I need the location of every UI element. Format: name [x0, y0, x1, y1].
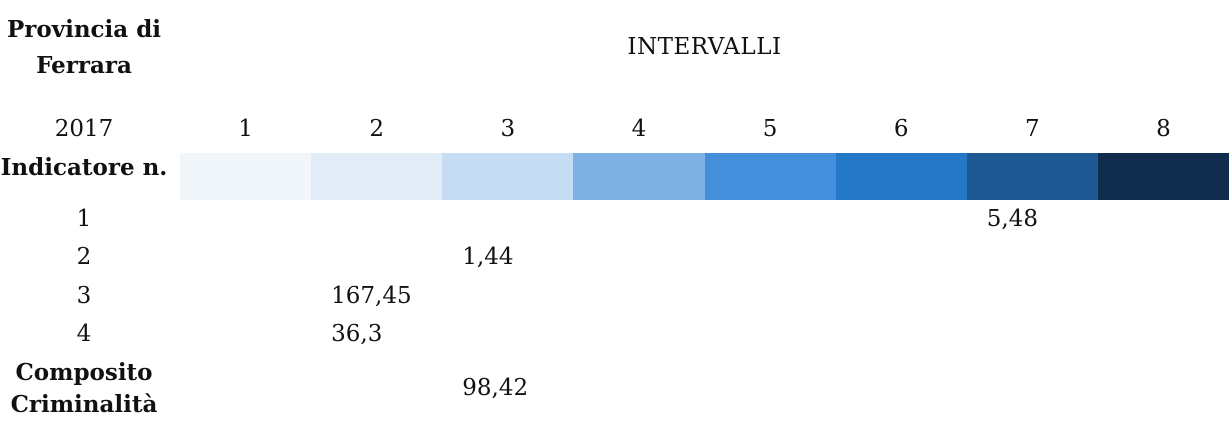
color-scale: [180, 153, 1229, 200]
interval-number: 6: [893, 116, 909, 142]
scale-swatch: [442, 153, 574, 200]
indicator-label: 2: [76, 244, 92, 270]
scale-swatch: [966, 153, 1098, 200]
indicator-label: 3: [76, 283, 92, 309]
interval-number: 5: [762, 116, 778, 142]
interval-numbers: 1 2 3 4 5 6 7 8: [180, 116, 1229, 142]
indicator-value: 5,48: [986, 206, 1038, 232]
intervals-title: INTERVALLI: [627, 34, 782, 60]
indicator-header: Indicatore n.: [0, 154, 168, 181]
interval-number: 7: [1024, 116, 1040, 142]
scale-swatch: [311, 153, 443, 200]
interval-number: 1: [238, 116, 253, 142]
indicator-value: 167,45: [331, 283, 412, 309]
interval-number: 2: [369, 116, 384, 142]
composite-label: Composito Criminalità: [10, 359, 158, 418]
scale-swatch: [704, 153, 836, 200]
composite-value: 98,42: [462, 375, 529, 401]
indicator-value: 36,3: [331, 321, 383, 347]
scale-swatch: [1097, 153, 1229, 200]
scale-swatch: [835, 153, 967, 200]
interval-number: 4: [631, 116, 647, 142]
scale-swatch: [180, 153, 312, 200]
year-label: 2017: [54, 116, 114, 142]
province-header: Provincia di Ferrara: [6, 16, 162, 79]
indicator-label: 4: [76, 321, 92, 347]
interval-number: 3: [500, 116, 516, 142]
interval-number: 8: [1156, 116, 1171, 142]
indicator-value: 1,44: [462, 244, 514, 270]
scale-swatch: [573, 153, 705, 200]
indicator-label: 1: [76, 206, 92, 232]
